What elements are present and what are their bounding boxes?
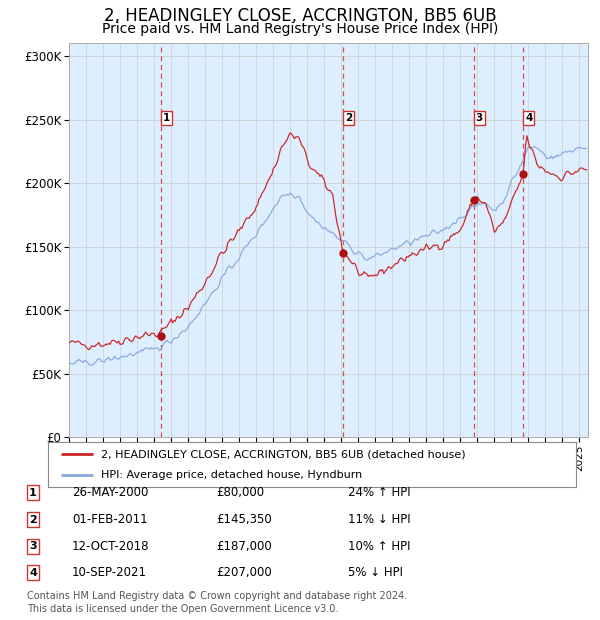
Text: 24% ↑ HPI: 24% ↑ HPI	[348, 487, 410, 499]
Text: 3: 3	[476, 113, 483, 123]
Text: £145,350: £145,350	[216, 513, 272, 526]
Text: HPI: Average price, detached house, Hyndburn: HPI: Average price, detached house, Hynd…	[101, 469, 362, 480]
Text: 2, HEADINGLEY CLOSE, ACCRINGTON, BB5 6UB (detached house): 2, HEADINGLEY CLOSE, ACCRINGTON, BB5 6UB…	[101, 449, 466, 459]
Text: 1: 1	[163, 113, 170, 123]
Text: 2, HEADINGLEY CLOSE, ACCRINGTON, BB5 6UB: 2, HEADINGLEY CLOSE, ACCRINGTON, BB5 6UB	[104, 7, 496, 25]
Text: 10-SEP-2021: 10-SEP-2021	[72, 567, 147, 579]
Text: £207,000: £207,000	[216, 567, 272, 579]
Text: 01-FEB-2011: 01-FEB-2011	[72, 513, 148, 526]
Text: 2: 2	[344, 113, 352, 123]
Text: 12-OCT-2018: 12-OCT-2018	[72, 540, 149, 552]
Text: £80,000: £80,000	[216, 487, 264, 499]
Text: 5% ↓ HPI: 5% ↓ HPI	[348, 567, 403, 579]
Text: 1: 1	[29, 488, 37, 498]
Text: £187,000: £187,000	[216, 540, 272, 552]
Text: 4: 4	[525, 113, 533, 123]
Text: 26-MAY-2000: 26-MAY-2000	[72, 487, 148, 499]
Text: 4: 4	[29, 568, 37, 578]
Text: 3: 3	[29, 541, 37, 551]
Text: Contains HM Land Registry data © Crown copyright and database right 2024.
This d: Contains HM Land Registry data © Crown c…	[27, 591, 407, 614]
Text: 10% ↑ HPI: 10% ↑ HPI	[348, 540, 410, 552]
Text: 11% ↓ HPI: 11% ↓ HPI	[348, 513, 410, 526]
Text: 2: 2	[29, 515, 37, 525]
Text: Price paid vs. HM Land Registry's House Price Index (HPI): Price paid vs. HM Land Registry's House …	[102, 22, 498, 36]
